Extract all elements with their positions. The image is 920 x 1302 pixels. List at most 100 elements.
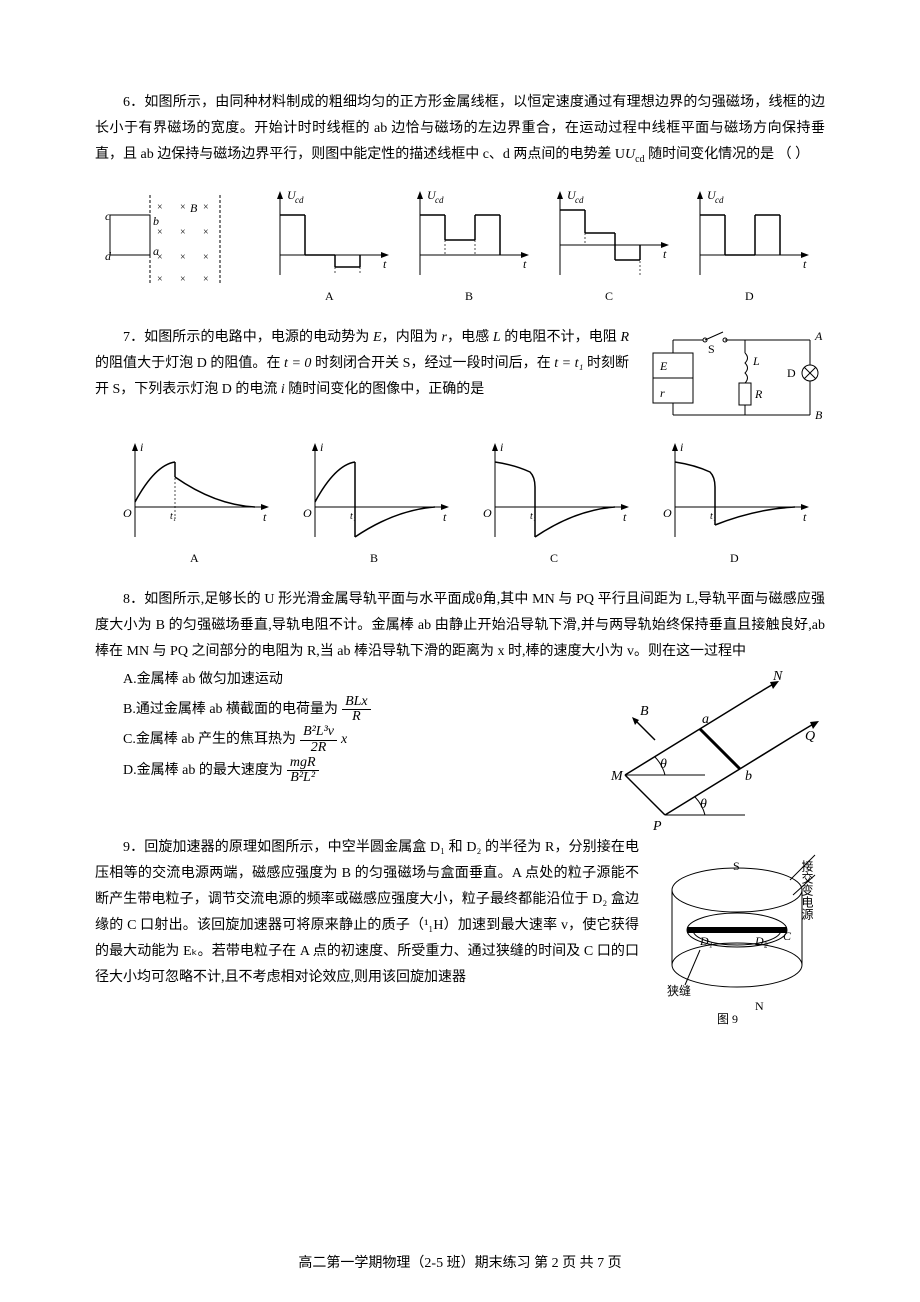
svg-text:D: D (745, 289, 754, 303)
q6-figures: c d b a ××× B ××× ××× ××× (95, 185, 825, 315)
svg-text:b: b (745, 769, 752, 784)
q8-figure: B a b N Q M P θ θ (605, 665, 825, 835)
svg-text:×: × (203, 227, 209, 238)
svg-text:×: × (180, 274, 186, 285)
svg-text:t₁: t₁ (350, 511, 356, 522)
q9-row: 9．回旋加速器的原理如图所示，中空半圆金属盒 D₁ 和 D₂ 的半径为 R，分别… (95, 835, 825, 1025)
q7-row: 7．如图所示的电路中，电源的电动势为 E，内阻为 r，电感 L 的电阻不计，电阻… (95, 325, 825, 425)
svg-text:B: B (370, 551, 378, 565)
svg-text:×: × (203, 202, 209, 213)
svg-text:M: M (610, 769, 624, 784)
svg-text:O: O (663, 506, 672, 520)
q8-C-pre: C.金属棒 ab 产生的焦耳热为 (123, 725, 296, 755)
q7-graphs: iOt t₁ A iOt (95, 437, 825, 577)
svg-text:×: × (157, 252, 163, 263)
q7-t3: ，电感 (447, 330, 493, 345)
svg-text:d: d (105, 249, 112, 263)
q8-B-num: BLx (342, 695, 371, 710)
svg-text:C: C (783, 929, 792, 943)
page-footer: 高二第一学期物理（2-5 班）期末练习 第 2 页 共 7 页 (0, 1252, 920, 1272)
svg-text:D: D (730, 551, 739, 565)
svg-text:A: A (814, 329, 823, 343)
q8-options: A.金属棒 ab 做匀加速运动 B.通过金属棒 ab 横截面的电荷量为 BLx … (123, 665, 585, 786)
svg-text:i: i (320, 440, 323, 454)
svg-text:O: O (303, 506, 312, 520)
svg-text:Q: Q (805, 729, 815, 744)
svg-text:i: i (500, 440, 503, 454)
q7-t8: 随时间变化的图像中，正确的是 (285, 382, 485, 397)
svg-text:N: N (755, 999, 764, 1013)
q7-t4: 的电阻不计，电阻 (501, 330, 621, 345)
q8-A: A.金属棒 ab 做匀加速运动 (123, 665, 585, 695)
svg-text:cd: cd (575, 195, 584, 205)
exam-page: 6．如图所示，由同种材料制成的粗细均匀的正方形金属线框，以恒定速度通过有理想边界… (0, 0, 920, 1302)
svg-text:cd: cd (435, 195, 444, 205)
q6-svg: c d b a ××× B ××× ××× ××× (95, 185, 815, 315)
svg-text:i: i (140, 440, 143, 454)
svg-text:×: × (180, 252, 186, 263)
q8-C-frac: B²L³v 2R (300, 725, 337, 755)
q8-B: B.通过金属棒 ab 横截面的电荷量为 BLx R (123, 695, 585, 725)
q7-line: 7．如图所示的电路中，电源的电动势为 E，内阻为 r，电感 L 的电阻不计，电阻… (95, 325, 629, 403)
svg-text:t: t (443, 510, 447, 524)
q8-C-num: B²L³v (300, 725, 337, 740)
svg-text:×: × (180, 202, 186, 213)
svg-text:D₁: D₁ (699, 934, 713, 948)
q8-body: A.金属棒 ab 做匀加速运动 B.通过金属棒 ab 横截面的电荷量为 BLx … (95, 665, 825, 835)
svg-text:t: t (663, 247, 667, 261)
svg-text:×: × (157, 274, 163, 285)
q8-C-tail: x (341, 725, 347, 755)
svg-text:t: t (383, 257, 387, 271)
svg-text:cd: cd (715, 195, 724, 205)
svg-text:R: R (754, 387, 763, 401)
svg-text:t: t (803, 257, 807, 271)
q7-t6: 时刻闭合开关 S，经过一段时间后，在 (311, 356, 554, 371)
svg-text:P: P (652, 819, 662, 834)
q9-figwrap: S N D₁ D₂ C 狭缝 接交变电源 图 9 (655, 835, 825, 1025)
svg-text:t₁: t₁ (170, 511, 176, 522)
q6-tail: 随时间变化情况的是 （ ） (645, 147, 810, 162)
svg-text:C: C (550, 551, 558, 565)
q6-sub-cd: cd (635, 154, 644, 165)
svg-text:a: a (702, 712, 709, 727)
q9-figure: S N D₁ D₂ C 狭缝 接交变电源 图 9 (655, 835, 825, 1025)
svg-text:t: t (623, 510, 627, 524)
svg-text:×: × (203, 274, 209, 285)
q7-t0: t = 0 (284, 356, 311, 371)
svg-text:t: t (803, 510, 807, 524)
q7-l: L (493, 330, 501, 345)
svg-text:t₁: t₁ (710, 511, 716, 522)
q7-graph-svg: iOt t₁ A iOt (95, 437, 815, 577)
svg-text:×: × (157, 227, 163, 238)
q7-t1v: t = t₁ (554, 356, 583, 371)
svg-text:i: i (680, 440, 683, 454)
svg-text:t: t (523, 257, 527, 271)
q8-D-pre: D.金属棒 ab 的最大速度为 (123, 756, 283, 786)
svg-text:D: D (787, 366, 796, 380)
svg-text:c: c (105, 209, 111, 223)
q7-e: E (373, 330, 382, 345)
svg-text:B: B (190, 201, 198, 215)
svg-text:cd: cd (295, 195, 304, 205)
q7-circuit: E r S A L R (645, 325, 825, 425)
svg-text:S: S (733, 859, 740, 873)
svg-text:r: r (660, 386, 665, 400)
svg-text:B: B (815, 408, 823, 422)
q6-stem: 6．如图所示，由同种材料制成的粗细均匀的正方形金属线框，以恒定速度通过有理想边界… (95, 90, 825, 173)
q8-D: D.金属棒 ab 的最大速度为 mgR B²L² (123, 756, 585, 786)
svg-text:A: A (325, 289, 334, 303)
q8-B-frac: BLx R (342, 695, 371, 725)
q7-t2: ，内阻为 (382, 330, 442, 345)
svg-text:E: E (659, 359, 668, 373)
svg-text:θ: θ (700, 797, 707, 812)
q7-R: R (620, 330, 629, 345)
svg-text:接交变电源: 接交变电源 (800, 858, 814, 920)
q8-C-den: 2R (300, 740, 337, 756)
q7-stem: 7．如图所示的电路中，电源的电动势为 E，内阻为 r，电感 L 的电阻不计，电阻… (95, 325, 629, 403)
q8-stem: 8．如图所示,足够长的 U 形光滑金属导轨平面与水平面成θ角,其中 MN 与 P… (95, 587, 825, 665)
svg-text:D₂: D₂ (754, 934, 768, 948)
q8-B-den: R (342, 709, 371, 725)
svg-text:t₁: t₁ (530, 511, 536, 522)
svg-text:O: O (483, 506, 492, 520)
svg-text:O: O (123, 506, 132, 520)
